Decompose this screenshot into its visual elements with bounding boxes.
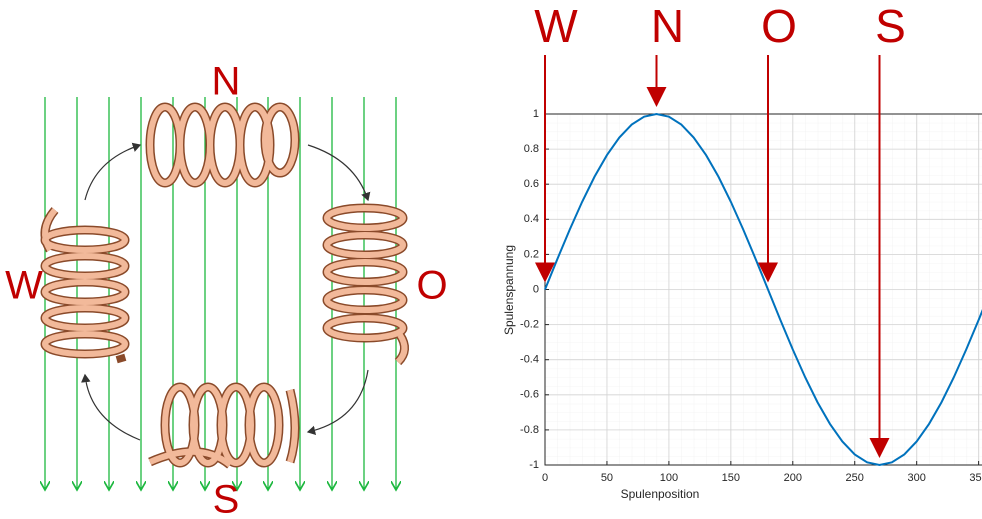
rotation-arrows bbox=[81, 142, 371, 441]
x-tick-label: 200 bbox=[784, 472, 802, 484]
coil-diagram: N O S W bbox=[5, 60, 447, 519]
line-series bbox=[544, 112, 982, 467]
x-tick-label: 100 bbox=[660, 472, 678, 484]
label-east: O bbox=[416, 264, 447, 308]
annotation-label: O bbox=[761, 0, 797, 52]
coil-west bbox=[40, 207, 130, 364]
x-axis-label: Spulenposition bbox=[621, 487, 700, 501]
y-tick-label: 0.2 bbox=[524, 248, 539, 260]
x-tick-label: 150 bbox=[722, 472, 740, 484]
coil-east bbox=[322, 203, 409, 366]
x-tick-label: 0 bbox=[542, 472, 548, 484]
y-tick-label: -0.4 bbox=[520, 354, 539, 366]
y-tick-label: -1 bbox=[529, 459, 539, 471]
annotation-label: S bbox=[875, 0, 906, 52]
x-tick-label: 300 bbox=[907, 472, 925, 484]
y-axis-label: Spulenspannung bbox=[502, 245, 516, 335]
coil-south bbox=[148, 382, 300, 469]
coil-north bbox=[145, 102, 300, 188]
y-tick-label: 0 bbox=[533, 283, 539, 295]
label-south: S bbox=[213, 478, 240, 519]
y-tick-label: -0.6 bbox=[520, 389, 539, 401]
annotation-label: N bbox=[651, 0, 684, 52]
annotation-label: W bbox=[534, 0, 578, 52]
y-tick-label: 1 bbox=[533, 108, 539, 120]
chart: -1 -0.8 -0.6 -0.4 -0.2 0 0.2 0.4 0.6 0.8 1 0 50 100 15… bbox=[520, 0, 982, 484]
label-north: N bbox=[212, 60, 241, 104]
x-tick-label: 350 bbox=[969, 472, 982, 484]
y-tick-label: 0.4 bbox=[524, 213, 539, 225]
y-tick-label: 0.6 bbox=[524, 178, 539, 190]
y-tick-label: -0.8 bbox=[520, 424, 539, 436]
label-west: W bbox=[5, 264, 43, 308]
y-tick-label: 0.8 bbox=[524, 143, 539, 155]
x-tick-label: 50 bbox=[601, 472, 613, 484]
x-tick-label: 250 bbox=[846, 472, 864, 484]
y-tick-label: -0.2 bbox=[520, 319, 539, 331]
